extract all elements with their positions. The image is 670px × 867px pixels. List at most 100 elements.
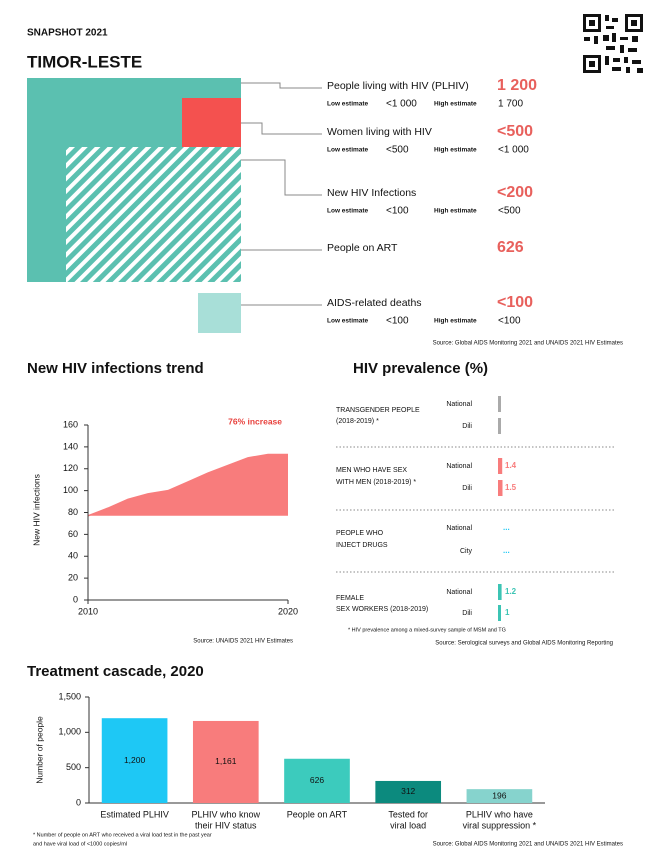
low-estimate-label: Low estimate [327, 147, 369, 154]
low-estimate-label: Low estimate [327, 318, 369, 325]
x-tick-label: 2020 [278, 606, 298, 616]
high-estimate: <100 [498, 316, 521, 327]
y-tick-label: 100 [63, 485, 78, 495]
value-label: 1.2 [505, 587, 517, 596]
group-name: MEN WHO HAVE SEX [336, 467, 407, 474]
chart-note: * Number of people on ART who received a… [33, 832, 212, 838]
value-label: 1,200 [124, 755, 146, 765]
y-tick-label: 20 [68, 573, 78, 583]
group-name: FEMALE [336, 595, 364, 602]
x-tick-label: People on ART [287, 809, 348, 819]
estimate-value: <200 [497, 184, 533, 201]
bar [466, 789, 533, 803]
x-tick-label: PLHIV who know [192, 809, 261, 819]
low-estimate-label: Low estimate [327, 101, 369, 108]
estimates-list: People living with HIV (PLHIV) 1 200 Low e… [327, 77, 537, 326]
estimate-label: People living with HIV (PLHIV) [327, 80, 469, 92]
group-name: (2018-2019) * [336, 418, 379, 425]
estimate-value: 626 [497, 239, 524, 256]
high-estimate: <1 000 [498, 145, 529, 156]
prevalence-bar [498, 480, 503, 496]
x-tick-label: PLHIV who have [466, 809, 533, 819]
chart-source: Source: Serological surveys and Global A… [435, 641, 613, 647]
low-estimate: <100 [386, 316, 409, 327]
x-tick-label: viral suppression * [463, 820, 537, 830]
low-estimate: <1 000 [386, 99, 417, 110]
low-estimate: <500 [386, 145, 409, 156]
estimate-label: Women living with HIV [327, 126, 432, 138]
group-name: TRANSGENDER PEOPLE [336, 407, 420, 414]
y-tick-label: 80 [68, 507, 78, 517]
prevalence-bar [498, 584, 502, 600]
value-label: 1.4 [505, 461, 517, 470]
area-fill [88, 454, 288, 516]
value-label: 196 [492, 790, 506, 800]
estimate-value: <500 [497, 123, 533, 140]
estimate-label: New HIV Infections [327, 187, 416, 199]
chart-source: Source: UNAIDS 2021 HIV Estimates [193, 639, 293, 645]
y-tick-label: 0 [73, 594, 78, 604]
high-estimate-label: High estimate [434, 208, 477, 215]
high-estimate-label: High estimate [434, 147, 477, 154]
charts: New HIV infections trend New HIV infectio… [27, 360, 623, 848]
annotation: 76% increase [228, 416, 282, 426]
chart-note: * HIV prevalence among a mixed-survey sa… [348, 627, 506, 633]
no-data-bar [498, 396, 501, 412]
row-label: Dili [462, 485, 472, 492]
estimate-label: People on ART [327, 242, 398, 254]
row-label: Dili [462, 610, 472, 617]
value-label: 1,161 [215, 756, 237, 766]
country-title: TIMOR-LESTE [27, 52, 142, 71]
estimate-label: AIDS-related deaths [327, 297, 422, 309]
area-line [87, 453, 288, 517]
row-label: National [446, 401, 472, 408]
y-tick-label: 60 [68, 529, 78, 539]
chart-note: and have viral load of <1000 copies/ml [33, 841, 127, 847]
x-tick-label: viral load [390, 820, 426, 830]
chart-source: Source: Global AIDS Monitoring 2021 and … [433, 842, 623, 848]
chart-title: Treatment cascade, 2020 [27, 663, 204, 680]
chart-title: New HIV infections trend [27, 360, 204, 377]
value-label: 312 [401, 786, 415, 796]
low-estimate: <100 [386, 206, 409, 217]
y-tick-label: 140 [63, 441, 78, 451]
row-label: City [460, 548, 473, 555]
group-name: PEOPLE WHO [336, 530, 384, 537]
bar [375, 780, 442, 803]
y-tick-label: 1,500 [58, 691, 81, 701]
chart-title: HIV prevalence (%) [353, 360, 488, 377]
estimates-source: Source: Global AIDS Monitoring 2021 and … [433, 341, 623, 347]
bar [192, 720, 259, 803]
y-tick-label: 0 [76, 797, 81, 807]
x-tick-label: 2010 [78, 606, 98, 616]
estimate-value: <100 [497, 294, 533, 311]
y-tick-label: 160 [63, 419, 78, 429]
no-data-bar [498, 418, 501, 434]
group-name: WITH MEN (2018-2019) * [336, 479, 416, 486]
bar [101, 718, 168, 803]
row-label: National [446, 589, 472, 596]
x-tick-label: Tested for [388, 809, 428, 819]
qr-code [583, 14, 643, 73]
y-axis-label: Number of people [34, 716, 44, 784]
group-name: INJECT DRUGS [336, 542, 388, 549]
y-tick-label: 1,000 [58, 727, 81, 737]
prevalence-bar [498, 605, 501, 621]
value-label: ... [503, 523, 510, 532]
row-label: National [446, 525, 472, 532]
value-label: ... [503, 546, 510, 555]
y-tick-label: 120 [63, 463, 78, 473]
low-estimate-label: Low estimate [327, 208, 369, 215]
high-estimate: 1 700 [498, 99, 523, 110]
high-estimate: <500 [498, 206, 521, 217]
high-estimate-label: High estimate [434, 318, 477, 325]
x-tick-label: Estimated PLHIV [100, 809, 169, 819]
value-label: 1 [505, 608, 510, 617]
y-axis-label: New HIV infections [31, 474, 41, 546]
y-tick-label: 40 [68, 551, 78, 561]
x-tick-label: their HIV status [195, 820, 257, 830]
row-label: Dili [462, 423, 472, 430]
row-label: National [446, 463, 472, 470]
value-label: 626 [310, 775, 324, 785]
